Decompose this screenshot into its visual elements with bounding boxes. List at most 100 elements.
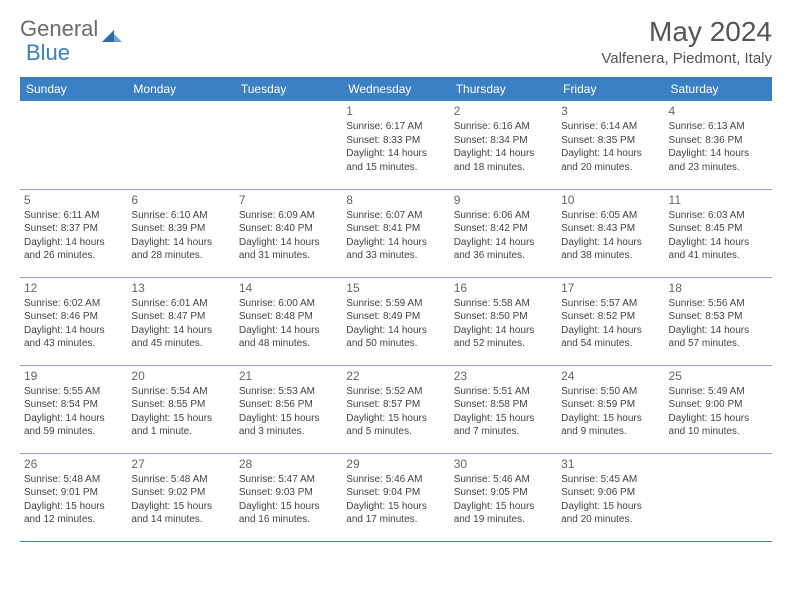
day-details: Sunrise: 5:52 AMSunset: 8:57 PMDaylight:… xyxy=(346,385,445,439)
day-number: 27 xyxy=(131,457,230,471)
day-details: Sunrise: 5:47 AMSunset: 9:03 PMDaylight:… xyxy=(239,473,338,527)
day-details: Sunrise: 6:06 AMSunset: 8:42 PMDaylight:… xyxy=(454,209,553,263)
day-number: 9 xyxy=(454,193,553,207)
logo: General xyxy=(20,16,124,42)
day-cell: 17 Sunrise: 5:57 AMSunset: 8:52 PMDayligh… xyxy=(557,277,664,365)
day-details: Sunrise: 5:51 AMSunset: 8:58 PMDaylight:… xyxy=(454,385,553,439)
day-number: 19 xyxy=(24,369,123,383)
day-details: Sunrise: 5:57 AMSunset: 8:52 PMDaylight:… xyxy=(561,297,660,351)
day-cell: 11 Sunrise: 6:03 AMSunset: 8:45 PMDayligh… xyxy=(665,189,772,277)
day-cell: 24 Sunrise: 5:50 AMSunset: 8:59 PMDayligh… xyxy=(557,365,664,453)
day-number: 26 xyxy=(24,457,123,471)
day-details: Sunrise: 6:11 AMSunset: 8:37 PMDaylight:… xyxy=(24,209,123,263)
day-cell: 30Sunrise: 5:46 AMSunset: 9:05 PMDayligh… xyxy=(450,453,557,541)
day-number: 16 xyxy=(454,281,553,295)
day-number: 8 xyxy=(346,193,445,207)
day-details: Sunrise: 6:07 AMSunset: 8:41 PMDaylight:… xyxy=(346,209,445,263)
day-details: Sunrise: 6:03 AMSunset: 8:45 PMDaylight:… xyxy=(669,209,768,263)
weekday-header: Wednesday xyxy=(342,77,449,101)
day-number: 31 xyxy=(561,457,660,471)
day-cell: 31 Sunrise: 5:45 AMSunset: 9:06 PMDayligh… xyxy=(557,453,664,541)
weekday-header: Saturday xyxy=(665,77,772,101)
day-details: Sunrise: 5:45 AMSunset: 9:06 PMDaylight:… xyxy=(561,473,660,527)
day-cell: 15Sunrise: 5:59 AMSunset: 8:49 PMDayligh… xyxy=(342,277,449,365)
day-number: 28 xyxy=(239,457,338,471)
logo-text-2: Blue xyxy=(26,40,70,66)
day-details: Sunrise: 6:14 AMSunset: 8:35 PMDaylight:… xyxy=(561,120,660,174)
day-cell: 21 Sunrise: 5:53 AMSunset: 8:56 PMDayligh… xyxy=(235,365,342,453)
day-cell: 7Sunrise: 6:09 AMSunset: 8:40 PMDaylight… xyxy=(235,189,342,277)
day-number: 21 xyxy=(239,369,338,383)
title-block: May 2024 Valfenera, Piedmont, Italy xyxy=(601,16,772,67)
weekday-header: Friday xyxy=(557,77,664,101)
day-cell xyxy=(127,101,234,189)
day-cell: 28 Sunrise: 5:47 AMSunset: 9:03 PMDayligh… xyxy=(235,453,342,541)
day-details: Sunrise: 6:05 AMSunset: 8:43 PMDaylight:… xyxy=(561,209,660,263)
day-number: 5 xyxy=(24,193,123,207)
day-cell xyxy=(20,101,127,189)
week-row: 26 Sunrise: 5:48 AMSunset: 9:01 PMDayligh… xyxy=(20,453,772,541)
day-cell: 8 Sunrise: 6:07 AMSunset: 8:41 PMDaylight… xyxy=(342,189,449,277)
day-cell: 4Sunrise: 6:13 AMSunset: 8:36 PMDaylight… xyxy=(665,101,772,189)
day-number: 25 xyxy=(669,369,768,383)
month-title: May 2024 xyxy=(601,16,772,48)
day-cell: 9 Sunrise: 6:06 AMSunset: 8:42 PMDaylight… xyxy=(450,189,557,277)
day-number: 30 xyxy=(454,457,553,471)
day-number: 20 xyxy=(131,369,230,383)
day-number: 29 xyxy=(346,457,445,471)
weekday-header: Tuesday xyxy=(235,77,342,101)
day-number: 13 xyxy=(131,281,230,295)
day-cell: 13 Sunrise: 6:01 AMSunset: 8:47 PMDayligh… xyxy=(127,277,234,365)
day-number: 18 xyxy=(669,281,768,295)
day-details: Sunrise: 5:49 AMSunset: 9:00 PMDaylight:… xyxy=(669,385,768,439)
week-row: 12 Sunrise: 6:02 AMSunset: 8:46 PMDayligh… xyxy=(20,277,772,365)
day-cell: 2 Sunrise: 6:16 AMSunset: 8:34 PMDaylight… xyxy=(450,101,557,189)
day-details: Sunrise: 5:48 AMSunset: 9:01 PMDaylight:… xyxy=(24,473,123,527)
day-details: Sunrise: 6:10 AMSunset: 8:39 PMDaylight:… xyxy=(131,209,230,263)
day-details: Sunrise: 5:53 AMSunset: 8:56 PMDaylight:… xyxy=(239,385,338,439)
day-cell: 18Sunrise: 5:56 AMSunset: 8:53 PMDayligh… xyxy=(665,277,772,365)
calendar-table: Sunday Monday Tuesday Wednesday Thursday… xyxy=(20,77,772,542)
day-number: 6 xyxy=(131,193,230,207)
day-cell: 16 Sunrise: 5:58 AMSunset: 8:50 PMDayligh… xyxy=(450,277,557,365)
day-cell: 23Sunrise: 5:51 AMSunset: 8:58 PMDayligh… xyxy=(450,365,557,453)
day-number: 11 xyxy=(669,193,768,207)
day-cell: 3 Sunrise: 6:14 AMSunset: 8:35 PMDaylight… xyxy=(557,101,664,189)
day-details: Sunrise: 6:01 AMSunset: 8:47 PMDaylight:… xyxy=(131,297,230,351)
day-number: 24 xyxy=(561,369,660,383)
day-details: Sunrise: 6:16 AMSunset: 8:34 PMDaylight:… xyxy=(454,120,553,174)
day-cell: 20 Sunrise: 5:54 AMSunset: 8:55 PMDayligh… xyxy=(127,365,234,453)
day-details: Sunrise: 6:17 AMSunset: 8:33 PMDaylight:… xyxy=(346,120,445,174)
day-details: Sunrise: 5:58 AMSunset: 8:50 PMDaylight:… xyxy=(454,297,553,351)
day-cell: 19 Sunrise: 5:55 AMSunset: 8:54 PMDayligh… xyxy=(20,365,127,453)
week-row: 19 Sunrise: 5:55 AMSunset: 8:54 PMDayligh… xyxy=(20,365,772,453)
day-details: Sunrise: 5:46 AMSunset: 9:04 PMDaylight:… xyxy=(346,473,445,527)
weekday-header: Sunday xyxy=(20,77,127,101)
day-cell: 27Sunrise: 5:48 AMSunset: 9:02 PMDayligh… xyxy=(127,453,234,541)
week-row: 1 Sunrise: 6:17 AMSunset: 8:33 PMDaylight… xyxy=(20,101,772,189)
day-details: Sunrise: 5:50 AMSunset: 8:59 PMDaylight:… xyxy=(561,385,660,439)
day-details: Sunrise: 6:13 AMSunset: 8:36 PMDaylight:… xyxy=(669,120,768,174)
calendar-body: 1 Sunrise: 6:17 AMSunset: 8:33 PMDaylight… xyxy=(20,101,772,541)
day-cell: 14Sunrise: 6:00 AMSunset: 8:48 PMDayligh… xyxy=(235,277,342,365)
day-number: 1 xyxy=(346,104,445,118)
day-number: 14 xyxy=(239,281,338,295)
day-number: 3 xyxy=(561,104,660,118)
day-details: Sunrise: 6:02 AMSunset: 8:46 PMDaylight:… xyxy=(24,297,123,351)
day-number: 10 xyxy=(561,193,660,207)
week-row: 5 Sunrise: 6:11 AMSunset: 8:37 PMDaylight… xyxy=(20,189,772,277)
day-number: 12 xyxy=(24,281,123,295)
day-details: Sunrise: 5:54 AMSunset: 8:55 PMDaylight:… xyxy=(131,385,230,439)
day-cell: 29 Sunrise: 5:46 AMSunset: 9:04 PMDayligh… xyxy=(342,453,449,541)
day-number: 2 xyxy=(454,104,553,118)
day-number: 17 xyxy=(561,281,660,295)
day-cell xyxy=(235,101,342,189)
day-details: Sunrise: 5:55 AMSunset: 8:54 PMDaylight:… xyxy=(24,385,123,439)
weekday-header: Monday xyxy=(127,77,234,101)
weekday-header: Thursday xyxy=(450,77,557,101)
header: General May 2024 Valfenera, Piedmont, It… xyxy=(20,16,772,67)
day-cell: 6 Sunrise: 6:10 AMSunset: 8:39 PMDaylight… xyxy=(127,189,234,277)
day-cell: 5 Sunrise: 6:11 AMSunset: 8:37 PMDaylight… xyxy=(20,189,127,277)
day-number: 22 xyxy=(346,369,445,383)
day-details: Sunrise: 6:09 AMSunset: 8:40 PMDaylight:… xyxy=(239,209,338,263)
